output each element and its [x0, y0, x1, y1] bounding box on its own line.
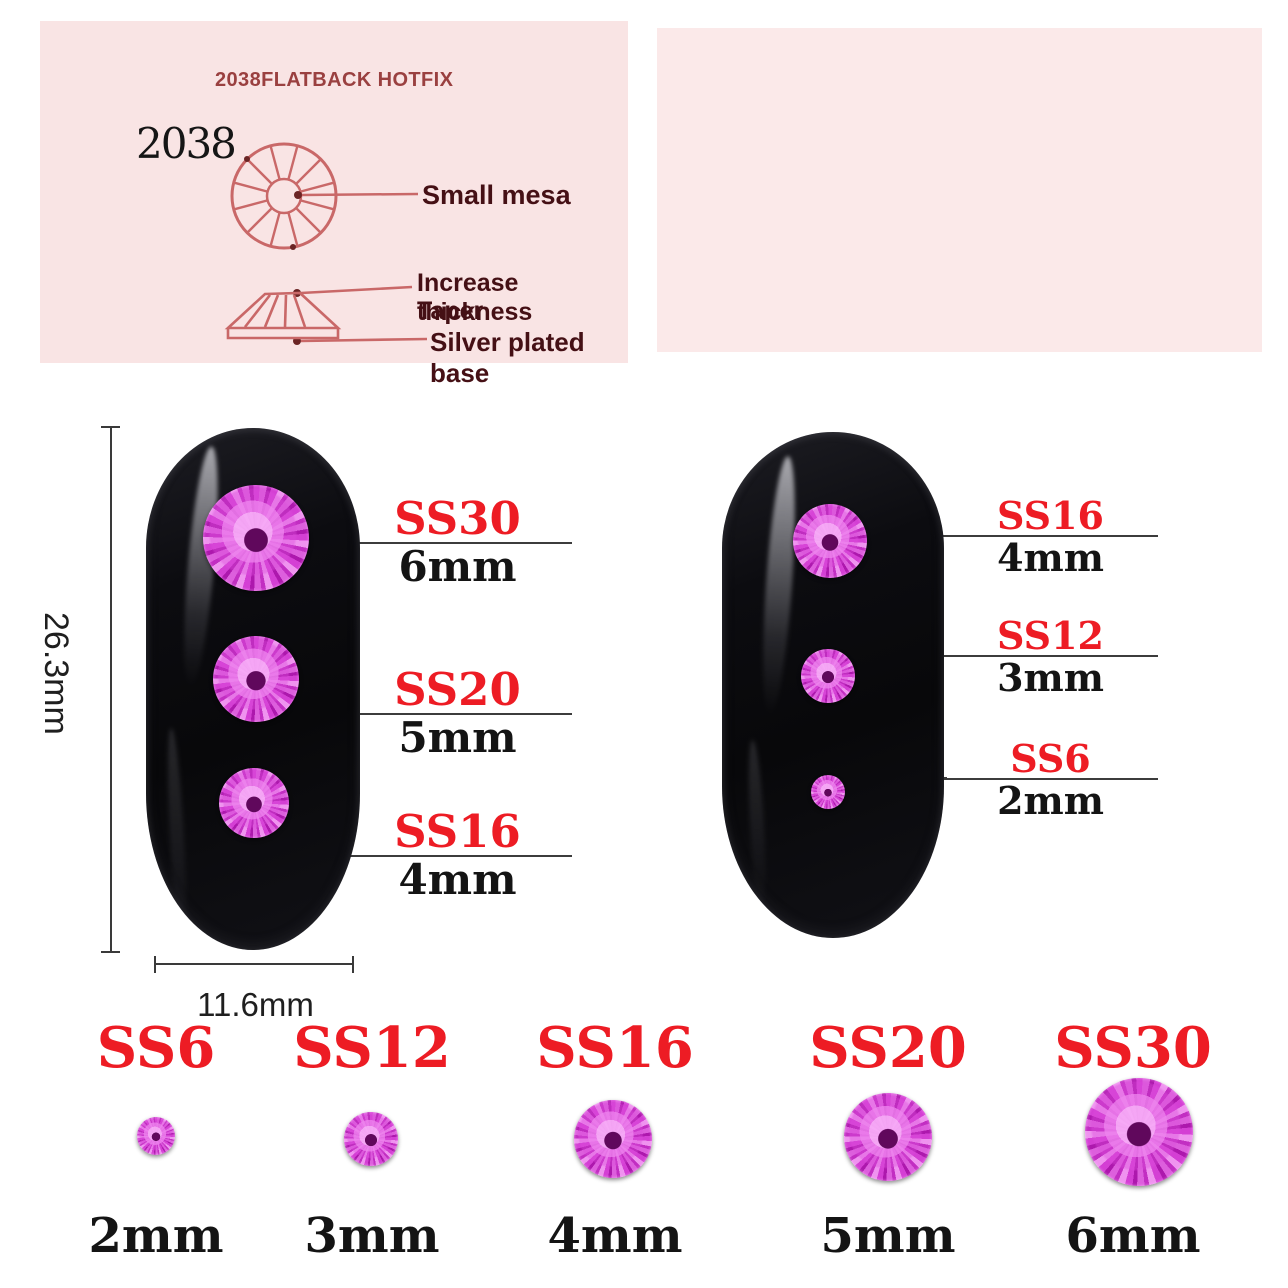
nail-left	[146, 428, 360, 950]
callout-ss12: SS12 3mm	[943, 616, 1158, 699]
rhinestone-structure-diagram	[224, 142, 428, 345]
rhinestone-ss16	[219, 768, 289, 838]
nail-highlight	[745, 739, 769, 911]
height-measure-cap-top	[101, 426, 120, 428]
callout-ss30-size: 6mm	[398, 542, 517, 591]
rhinestone-ss6	[811, 775, 845, 809]
size-code: SS20	[809, 1015, 967, 1081]
callout-ss16-right: SS16 4mm	[943, 496, 1158, 579]
callout-ss16-left: SS16 4mm	[343, 809, 572, 903]
rhinestone-ss30	[1085, 1078, 1193, 1186]
rhinestone-ss12	[801, 649, 855, 703]
callout-ss12-size: 3mm	[997, 655, 1104, 700]
size-code: SS6	[96, 1015, 216, 1081]
size-column-ss12: SS12 3mm	[252, 1020, 492, 1280]
size-mm: 3mm	[304, 1208, 440, 1264]
height-measure-line	[110, 427, 112, 953]
callout-ss20-code: SS20	[394, 663, 521, 716]
callout-leader-line	[343, 542, 572, 544]
size-mm: 5mm	[820, 1208, 956, 1264]
spec-panel-title: 2038FLATBACK HOTFIX	[215, 69, 454, 91]
nail-highlight	[164, 727, 190, 949]
callout-ss16-code: SS16	[394, 805, 521, 858]
rhinestone-ss20	[213, 636, 299, 722]
callout-leader-line	[943, 655, 1158, 657]
model-number: 2038	[136, 119, 237, 168]
callout-ss30: SS30 6mm	[343, 496, 572, 590]
label-taper: Taper	[417, 297, 484, 325]
label-increase-thickness: Increase thickness	[417, 269, 533, 326]
nail-height-value: 26.3mm	[37, 612, 75, 735]
size-mm: 2mm	[88, 1208, 224, 1264]
size-code: SS30	[1054, 1015, 1212, 1081]
size-column-ss20: SS20 5mm	[768, 1020, 1008, 1280]
rhinestone-ss20	[844, 1093, 932, 1181]
label-small-mesa: Small mesa	[422, 180, 571, 210]
callout-ss16-size: 4mm	[398, 855, 517, 904]
side-view-diagram	[224, 285, 428, 343]
callout-leader-line	[343, 713, 572, 715]
callout-ss20: SS20 5mm	[343, 667, 572, 761]
top-view-diagram	[230, 142, 419, 250]
size-code: SS16	[536, 1015, 694, 1081]
callout-leader-line	[943, 535, 1158, 537]
rhinestone-ss30	[203, 485, 309, 591]
size-mm: 4mm	[547, 1208, 683, 1264]
size-column-ss16: SS16 4mm	[495, 1020, 735, 1280]
callout-ss6-size: 2mm	[997, 778, 1104, 823]
callout-leader-line	[343, 855, 572, 857]
leader-line-base	[300, 337, 428, 343]
callout-ss6: SS6 2mm	[943, 739, 1158, 822]
nail-right	[722, 432, 944, 938]
callout-ss20-size: 5mm	[398, 713, 517, 762]
size-column-ss6: SS6 2mm	[36, 1020, 276, 1280]
width-measure-tick-left	[154, 956, 156, 973]
height-measure-cap-bottom	[101, 951, 120, 953]
width-measure-line	[155, 963, 354, 965]
rhinestone-ss16	[574, 1100, 652, 1178]
callout-leader-line	[943, 778, 1158, 780]
leader-line-thickness	[300, 285, 413, 295]
rhinestone-ss6	[137, 1117, 175, 1155]
label-silver-plated-base: Silver plated base	[430, 327, 585, 388]
size-panel: sıze	[657, 28, 1262, 352]
size-mm: 6mm	[1065, 1208, 1201, 1264]
callout-ss16-code: SS16	[997, 493, 1104, 538]
leader-line-small-mesa	[301, 192, 419, 197]
size-column-ss30: SS30 6mm	[1013, 1020, 1253, 1280]
callout-ss30-code: SS30	[394, 492, 521, 545]
rhinestone-ss16	[793, 504, 867, 578]
nail-width-value: 11.6mm	[197, 986, 314, 1023]
callout-ss16-size: 4mm	[997, 535, 1104, 580]
spec-panel: 2038FLATBACK HOTFIX 2038	[40, 21, 628, 388]
width-measure-tick-right	[352, 956, 354, 973]
nail-highlight	[757, 455, 801, 715]
rhinestone-ss12	[344, 1112, 398, 1166]
callout-ss6-code: SS6	[1010, 736, 1091, 781]
callout-ss12-code: SS12	[997, 613, 1104, 658]
size-code: SS12	[293, 1015, 451, 1081]
